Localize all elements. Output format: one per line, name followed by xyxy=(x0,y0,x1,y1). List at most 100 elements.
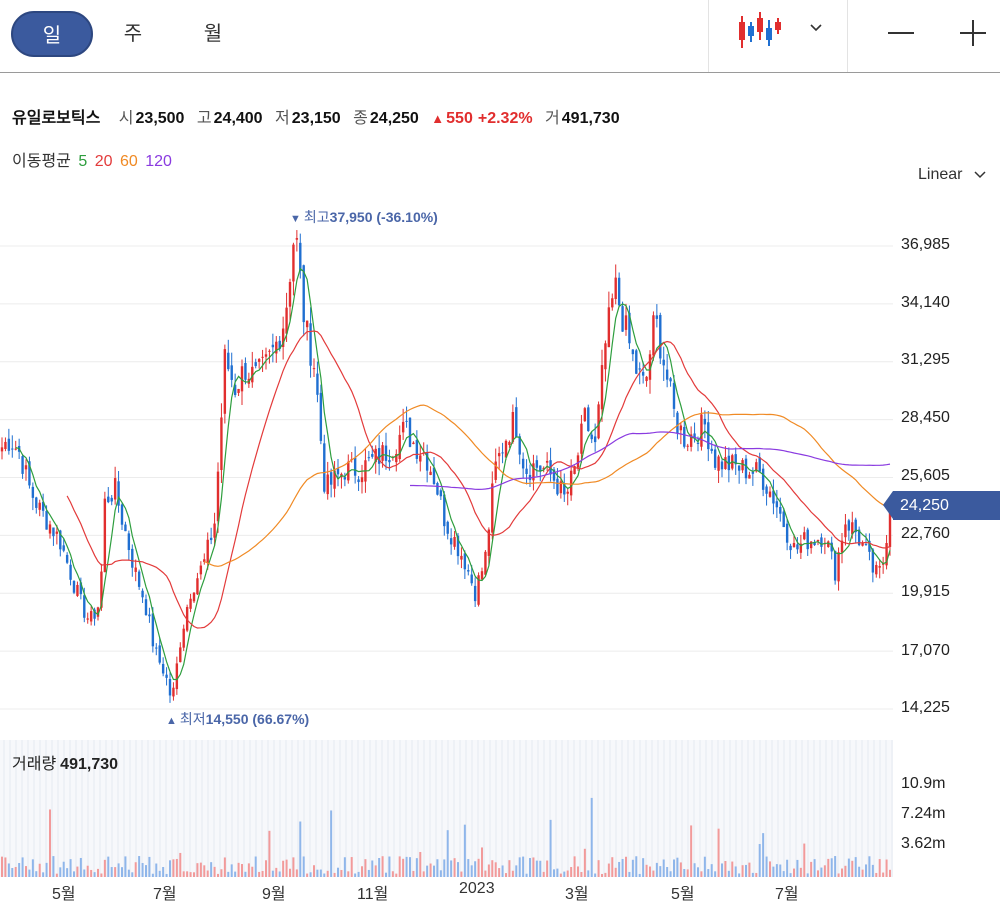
moving-average-legend[interactable]: 이동평균 5 20 60 120 xyxy=(12,147,175,171)
candle-body xyxy=(316,373,319,395)
volume-bar xyxy=(697,867,699,877)
candle-body xyxy=(295,238,299,240)
ma-20-label: 20 xyxy=(94,153,113,170)
candle-body xyxy=(360,477,364,483)
candle-body xyxy=(412,442,415,445)
volume-title: 거래량 xyxy=(12,756,57,773)
candle-body xyxy=(278,340,281,349)
candle-body xyxy=(837,552,840,582)
volume-bar xyxy=(858,866,861,877)
volume-bar xyxy=(590,797,593,877)
volume-bar xyxy=(278,871,281,877)
candle-body xyxy=(240,366,244,392)
moving-average-label: 이동평균 xyxy=(12,153,71,170)
candlestick-icon xyxy=(739,12,822,48)
volume-bar xyxy=(501,865,504,877)
volume-bar xyxy=(45,862,48,877)
candle-body xyxy=(227,352,230,370)
tab-weekly[interactable]: 주 xyxy=(123,23,143,45)
volume-bar xyxy=(364,859,367,877)
candle-body xyxy=(559,481,563,494)
candle-body xyxy=(124,524,127,532)
volume-bar xyxy=(247,863,250,877)
candle-body xyxy=(292,244,295,282)
candle-body xyxy=(62,545,65,551)
candle-body xyxy=(0,447,4,452)
candle-body xyxy=(683,426,686,447)
volume-bar xyxy=(223,857,226,877)
volume-bar xyxy=(261,870,264,877)
volume-bar xyxy=(162,867,165,877)
volume-bar xyxy=(662,859,665,877)
volume-bar xyxy=(217,873,219,877)
volume-bar xyxy=(738,873,741,877)
candle-body xyxy=(617,277,621,306)
max-price-marker: ▼ 최고37,950 (-36.10%) xyxy=(290,207,438,227)
candle-body xyxy=(703,418,707,425)
volume-bar xyxy=(265,860,267,877)
volume-bar xyxy=(371,860,374,877)
volume-bar xyxy=(206,870,209,877)
volume-bar xyxy=(638,873,641,877)
volume-bar xyxy=(871,864,874,877)
volume-bar xyxy=(535,860,538,877)
volume-bar xyxy=(220,869,223,877)
volume-bar xyxy=(546,860,549,877)
volume-bar xyxy=(714,871,717,877)
zoom-in-button[interactable] xyxy=(938,0,1000,72)
candle-body xyxy=(179,647,182,663)
candle-body xyxy=(233,384,237,396)
candle-body xyxy=(144,599,148,616)
volume-bar xyxy=(388,856,391,877)
candle-body xyxy=(847,520,851,531)
tab-monthly[interactable]: 월 xyxy=(203,23,223,45)
candle-body xyxy=(679,425,683,431)
candle-body xyxy=(456,535,460,557)
up-triangle-icon: ▲ xyxy=(431,111,445,126)
chart-type-selector[interactable] xyxy=(710,0,847,72)
candle-body xyxy=(367,457,371,459)
candle-body xyxy=(641,371,645,376)
volume-bar xyxy=(758,844,761,877)
candle-body xyxy=(638,368,641,370)
candle-body xyxy=(518,436,521,455)
volume-bar xyxy=(374,865,377,877)
volume-panel-label: 거래량 491,730 xyxy=(12,750,118,774)
scale-mode-select[interactable]: Linear xyxy=(918,166,987,184)
volume-bar xyxy=(460,871,463,877)
volume-bar xyxy=(340,869,343,877)
volume-bar xyxy=(285,859,288,877)
candle-body xyxy=(576,455,580,468)
candle-body xyxy=(707,422,710,450)
candle-body xyxy=(45,510,48,530)
volume-bar xyxy=(141,863,144,877)
candle-body xyxy=(515,407,518,438)
close-label: 종 xyxy=(353,110,368,127)
volume-bar xyxy=(628,871,631,877)
candle-body xyxy=(871,549,875,573)
volume-bar xyxy=(741,865,744,877)
candle-body xyxy=(213,523,216,538)
volume-bar xyxy=(508,860,511,877)
tab-daily[interactable]: 일 xyxy=(11,11,93,57)
volume-bar xyxy=(676,857,679,877)
volume-bar xyxy=(405,856,408,877)
candle-body xyxy=(885,543,888,566)
candle-body xyxy=(710,448,713,451)
candle-body xyxy=(161,663,165,674)
candle-body xyxy=(580,423,583,454)
zoom-out-button[interactable] xyxy=(866,0,936,72)
volume-bar xyxy=(539,860,542,877)
volume-bar xyxy=(230,864,233,877)
chevron-down-icon xyxy=(974,171,986,178)
candle-body xyxy=(7,438,11,451)
candle-body xyxy=(343,477,347,480)
volume-bar xyxy=(436,859,439,877)
volume-bar xyxy=(532,857,535,877)
candle-body xyxy=(851,522,854,535)
volume-bar xyxy=(844,865,847,877)
volume-bar xyxy=(474,861,477,877)
volume-bar xyxy=(830,858,833,877)
volume-bar xyxy=(463,824,466,877)
